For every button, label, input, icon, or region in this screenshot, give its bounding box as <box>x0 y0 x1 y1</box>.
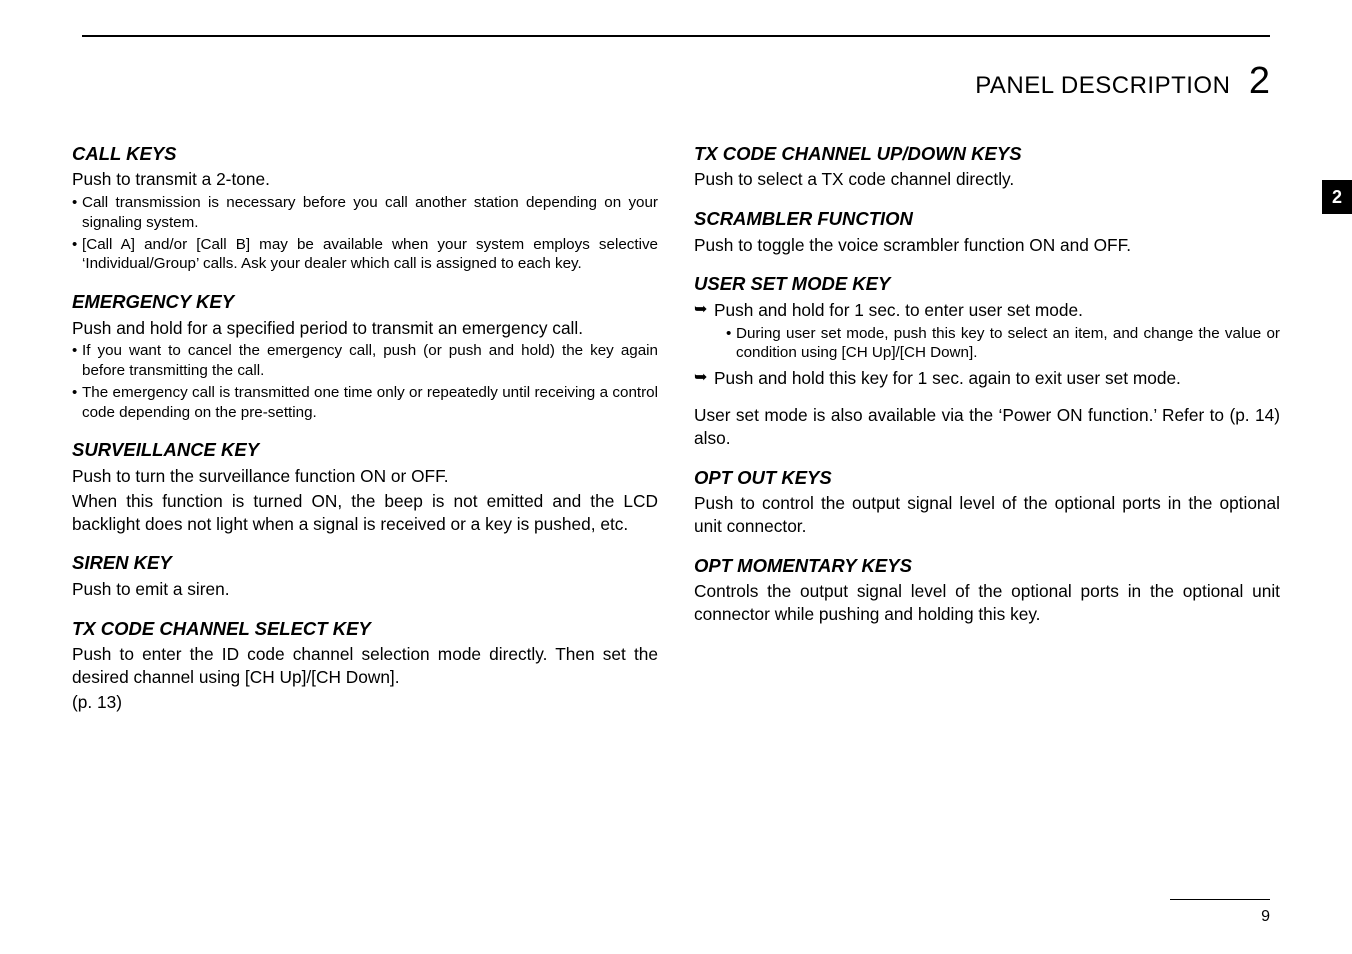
body-text: Push to turn the surveillance function O… <box>72 465 658 488</box>
section-heading-optout: OPT OUT KEYS <box>694 466 1280 490</box>
page-footer: 9 <box>1261 908 1270 926</box>
page-number: 9 <box>1261 908 1270 925</box>
section-heading-scrambler: SCRAMBLER FUNCTION <box>694 207 1280 231</box>
body-text: Push to control the output signal level … <box>694 492 1280 538</box>
bullet-item: If you want to cancel the emergency call… <box>72 341 658 381</box>
body-text: Push to transmit a 2-tone. <box>72 168 658 191</box>
section-heading-txupdown: TX CODE CHANNEL UP/DOWN KEYS <box>694 142 1280 166</box>
arrow-item-text: Push and hold for 1 sec. to enter user s… <box>714 300 1083 320</box>
header-title: PANEL DESCRIPTION <box>975 72 1230 100</box>
left-column: CALL KEYS Push to transmit a 2-tone. Cal… <box>72 142 658 715</box>
bullet-list: Call transmission is necessary before yo… <box>72 193 658 274</box>
body-text: User set mode is also available via the … <box>694 404 1280 450</box>
section-heading-siren: SIREN KEY <box>72 551 658 575</box>
section-heading-call-keys: CALL KEYS <box>72 142 658 166</box>
top-rule <box>82 35 1270 37</box>
body-text: Push and hold for a specified period to … <box>72 317 658 340</box>
bullet-item: The emergency call is transmitted one ti… <box>72 383 658 423</box>
body-text: (p. 13) <box>72 691 658 714</box>
sub-bullet-item: During user set mode, push this key to s… <box>726 324 1280 364</box>
body-text: Push to emit a siren. <box>72 578 658 601</box>
arrow-item: Push and hold this key for 1 sec. again … <box>694 367 1280 390</box>
arrow-list: Push and hold for 1 sec. to enter user s… <box>694 299 1280 390</box>
columns: CALL KEYS Push to transmit a 2-tone. Cal… <box>72 32 1280 715</box>
section-heading-emergency: EMERGENCY KEY <box>72 290 658 314</box>
section-heading-optmom: OPT MOMENTARY KEYS <box>694 554 1280 578</box>
section-heading-surveillance: SURVEILLANCE KEY <box>72 438 658 462</box>
body-text: Push to toggle the voice scrambler funct… <box>694 234 1280 257</box>
bullet-item: [Call A] and/or [Call B] may be availabl… <box>72 235 658 275</box>
bullet-item: Call transmission is necessary before yo… <box>72 193 658 233</box>
body-text: Push to enter the ID code channel select… <box>72 643 658 689</box>
section-heading-userset: USER SET MODE KEY <box>694 272 1280 296</box>
body-text: Push to select a TX code channel directl… <box>694 168 1280 191</box>
bullet-list: If you want to cancel the emergency call… <box>72 341 658 422</box>
sub-bullet-list: During user set mode, push this key to s… <box>714 324 1280 364</box>
page: PANEL DESCRIPTION 2 2 CALL KEYS Push to … <box>0 0 1352 954</box>
spacer <box>694 392 1280 404</box>
side-tab-label: 2 <box>1332 187 1342 208</box>
body-text: When this function is turned ON, the bee… <box>72 490 658 536</box>
right-column: TX CODE CHANNEL UP/DOWN KEYS Push to sel… <box>694 142 1280 715</box>
section-heading-txselect: TX CODE CHANNEL SELECT KEY <box>72 617 658 641</box>
arrow-item: Push and hold for 1 sec. to enter user s… <box>694 299 1280 363</box>
page-header: PANEL DESCRIPTION 2 <box>975 60 1270 103</box>
header-chapter-number: 2 <box>1249 60 1270 103</box>
side-tab: 2 <box>1322 180 1352 214</box>
footer-rule <box>1170 899 1270 900</box>
body-text: Controls the output signal level of the … <box>694 580 1280 626</box>
